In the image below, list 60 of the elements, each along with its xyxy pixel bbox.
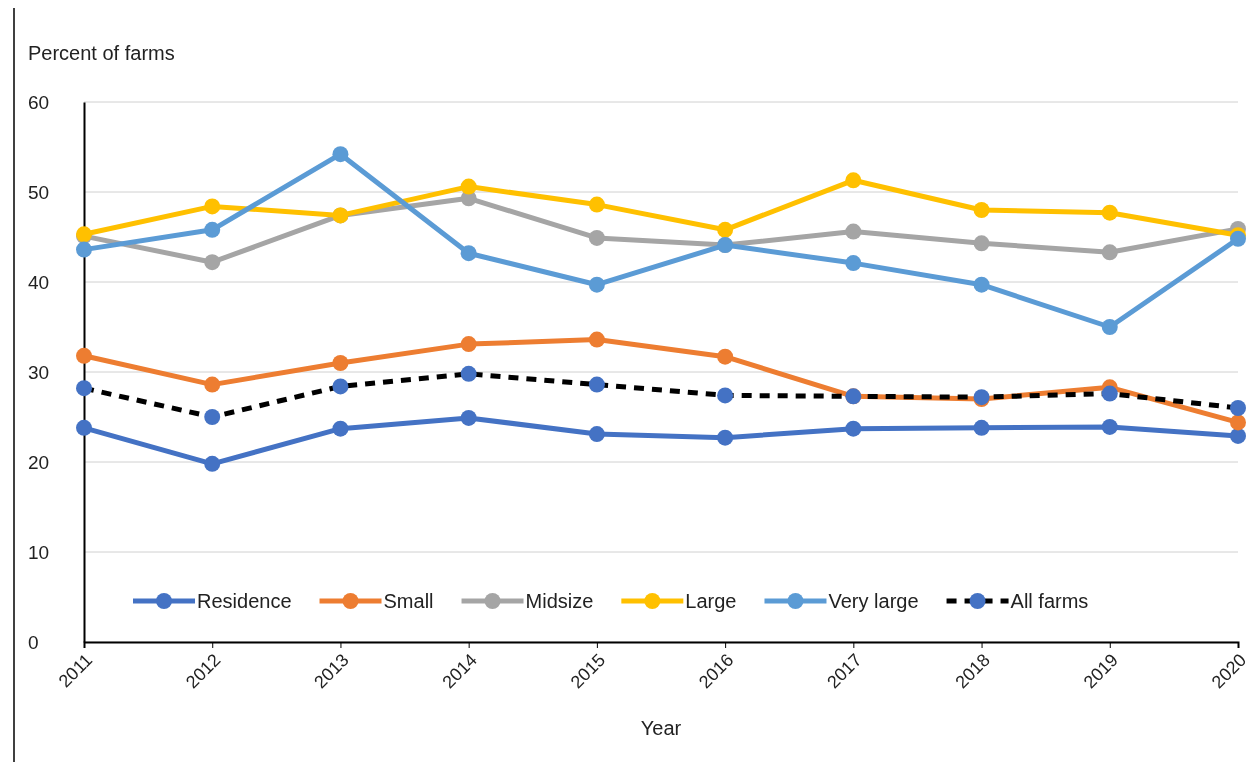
point — [588, 276, 605, 293]
y-tick-label: 30 — [28, 361, 50, 383]
point — [588, 229, 605, 246]
y-tick-label: 20 — [28, 451, 50, 473]
point — [717, 221, 734, 238]
point — [973, 419, 990, 436]
legend-label: Large — [685, 590, 737, 612]
point — [845, 172, 862, 189]
point — [973, 202, 990, 218]
point — [332, 146, 349, 163]
y-tick-label: 0 — [28, 631, 39, 653]
point — [845, 223, 862, 240]
point — [1230, 427, 1246, 444]
point — [1230, 400, 1246, 416]
point — [460, 245, 477, 262]
point — [204, 221, 221, 238]
point — [460, 365, 477, 382]
point — [845, 255, 862, 272]
point — [76, 241, 92, 258]
point — [973, 276, 990, 293]
point — [588, 376, 605, 393]
point — [332, 355, 349, 371]
point — [717, 429, 734, 446]
legend-label: All farms — [1010, 590, 1089, 612]
point — [76, 347, 92, 364]
point — [332, 420, 349, 437]
x-axis-title: Year — [640, 717, 682, 739]
point — [717, 387, 734, 404]
point — [588, 196, 605, 213]
legend-label: Residence — [197, 590, 292, 612]
point — [204, 254, 221, 271]
point — [973, 235, 990, 252]
y-axis-title: Percent of farms — [28, 42, 175, 64]
y-tick-label: 60 — [28, 91, 50, 113]
legend-label: Midsize — [525, 590, 594, 612]
point — [204, 455, 221, 472]
point — [460, 409, 477, 426]
point — [845, 420, 862, 437]
point — [1101, 244, 1118, 261]
legend-label: Small — [383, 590, 434, 612]
point — [204, 376, 221, 393]
y-tick-label: 10 — [28, 541, 50, 563]
point — [588, 331, 605, 348]
point — [588, 426, 605, 443]
point — [76, 419, 92, 436]
point — [1101, 204, 1118, 221]
legend-label: Very large — [828, 590, 919, 612]
point — [1101, 418, 1118, 435]
point — [204, 198, 221, 215]
point — [460, 336, 477, 353]
y-tick-label: 50 — [28, 181, 50, 203]
point — [76, 380, 92, 397]
y-tick-label: 40 — [28, 271, 50, 293]
point — [1230, 414, 1246, 431]
point — [717, 348, 734, 365]
point — [1101, 385, 1118, 402]
point — [332, 378, 349, 395]
point — [1101, 319, 1118, 335]
point — [204, 409, 221, 425]
point — [460, 178, 477, 195]
